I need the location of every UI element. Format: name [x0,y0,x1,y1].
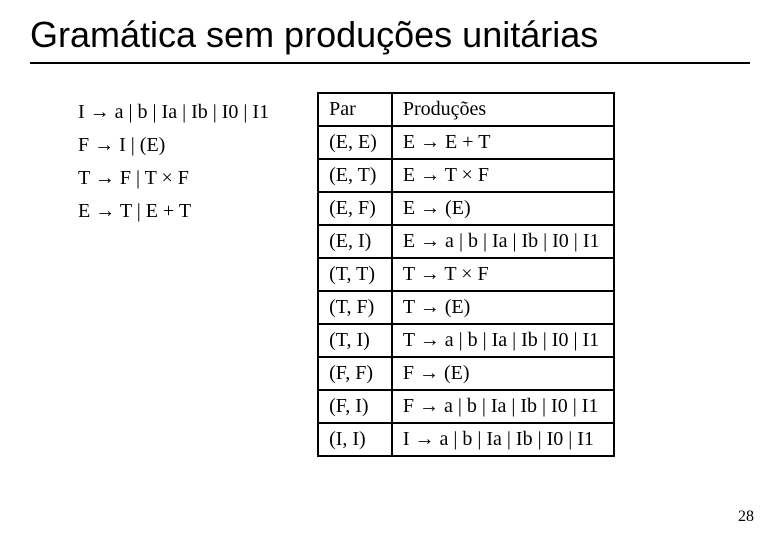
table-row: (E, F) E → (E) [318,192,614,225]
cell-par: (T, I) [318,324,392,357]
page-number: 28 [738,508,754,526]
cell-prod: F → a | b | Ia | Ib | I0 | I1 [392,390,615,423]
table-row: (T, I) T → a | b | Ia | Ib | I0 | I1 [318,324,614,357]
grammar-block: I → a | b | Ia | Ib | I0 | I1 F → I | (E… [78,92,269,457]
cell-prod: E → T × F [392,159,615,192]
productions-table: Par Produções (E, E) E → E + T (E, T) E … [317,92,615,457]
table-row: (F, F) F → (E) [318,357,614,390]
title-area: Gramática sem produções unitárias [0,0,780,64]
cell-par: (E, I) [318,225,392,258]
cell-prod: E → a | b | Ia | Ib | I0 | I1 [392,225,615,258]
cell-prod: E → (E) [392,192,615,225]
cell-par: (F, I) [318,390,392,423]
table-row: (E, E) E → E + T [318,126,614,159]
grammar-line: E → T | E + T [78,195,269,228]
grammar-line: T → F | T × F [78,162,269,195]
table-row: (E, T) E → T × F [318,159,614,192]
col-header-producoes: Produções [392,93,615,126]
table-row: (T, T) T → T × F [318,258,614,291]
grammar-line: I → a | b | Ia | Ib | I0 | I1 [78,96,269,129]
cell-par: (E, E) [318,126,392,159]
cell-prod: F → (E) [392,357,615,390]
slide: Gramática sem produções unitárias I → a … [0,0,780,540]
cell-par: (E, F) [318,192,392,225]
cell-par: (E, T) [318,159,392,192]
cell-par: (T, T) [318,258,392,291]
table-row: (E, I) E → a | b | Ia | Ib | I0 | I1 [318,225,614,258]
page-title: Gramática sem produções unitárias [30,14,750,62]
cell-prod: T → T × F [392,258,615,291]
cell-par: (I, I) [318,423,392,456]
table-header-row: Par Produções [318,93,614,126]
cell-prod: T → a | b | Ia | Ib | I0 | I1 [392,324,615,357]
cell-prod: T → (E) [392,291,615,324]
cell-par: (T, F) [318,291,392,324]
grammar-line: F → I | (E) [78,129,269,162]
col-header-par: Par [318,93,392,126]
table-row: (T, F) T → (E) [318,291,614,324]
cell-prod: E → E + T [392,126,615,159]
table-row: (I, I) I → a | b | Ia | Ib | I0 | I1 [318,423,614,456]
content-area: I → a | b | Ia | Ib | I0 | I1 F → I | (E… [0,64,780,457]
table-row: (F, I) F → a | b | Ia | Ib | I0 | I1 [318,390,614,423]
cell-par: (F, F) [318,357,392,390]
cell-prod: I → a | b | Ia | Ib | I0 | I1 [392,423,615,456]
